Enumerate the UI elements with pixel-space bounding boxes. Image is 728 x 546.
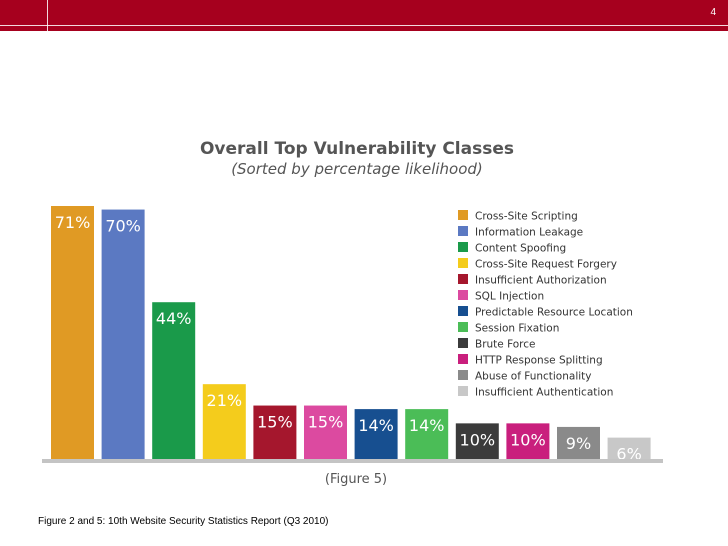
legend-label-insufficient-authorization: Insufficient Authorization	[475, 275, 607, 287]
legend-label-sql-injection: SQL Injection	[475, 291, 544, 303]
bar-label-brute-force: 10%	[460, 430, 496, 449]
bar-label-insufficient-authentication: 6%	[616, 445, 641, 464]
bar-brute-force	[455, 423, 499, 459]
legend-label-abuse-of-functionality: Abuse of Functionality	[475, 371, 592, 383]
legend-label-insufficient-authentication: Insufficient Authentication	[475, 387, 613, 399]
slide-caption: Figure 2 and 5: 10th Website Security St…	[38, 516, 329, 527]
legend-label-cross-site-request-forgery: Cross-Site Request Forgery	[475, 259, 617, 271]
legend-swatch-information-leakage	[458, 226, 468, 236]
bar-sql-injection	[304, 405, 347, 459]
legend-label-predictable-resource-location: Predictable Resource Location	[475, 307, 633, 319]
bar-label-sql-injection: 15%	[308, 413, 344, 432]
legend-swatch-cross-site-request-forgery	[458, 258, 468, 268]
bar-http-response-splitting	[506, 423, 550, 459]
legend-label-information-leakage: Information Leakage	[475, 227, 583, 239]
bar-label-session-fixation: 14%	[409, 416, 445, 435]
legend-swatch-http-response-splitting	[458, 354, 468, 364]
legend-swatch-content-spoofing	[458, 242, 468, 252]
bars-group: 71% 70% 44% 21% 15% 15% 14% 14% 10% 10% 9% 6%	[51, 206, 651, 464]
bar-label-insufficient-authorization: 15%	[257, 413, 293, 432]
legend-swatch-insufficient-authorization	[458, 274, 468, 284]
legend-label-session-fixation: Session Fixation	[475, 323, 559, 335]
bar-label-abuse-of-functionality: 9%	[566, 434, 591, 453]
chart-title: Overall Top Vulnerability Classes	[200, 139, 514, 159]
legend-swatch-predictable-resource-location	[458, 306, 468, 316]
bar-insufficient-authorization	[253, 405, 297, 459]
figure-label: (Figure 5)	[325, 472, 387, 487]
bar-label-http-response-splitting: 10%	[510, 430, 546, 449]
bar-label-content-spoofing: 44%	[156, 309, 192, 328]
bar-content-spoofing	[152, 302, 196, 459]
legend-label-cross-site-scripting: Cross-Site Scripting	[475, 211, 578, 223]
chart-legend: Cross-Site Scripting Information Leakage C…	[458, 210, 633, 399]
legend-swatch-session-fixation	[458, 322, 468, 332]
legend-swatch-insufficient-authentication	[458, 386, 468, 396]
bar-session-fixation	[405, 409, 449, 459]
legend-label-http-response-splitting: HTTP Response Splitting	[475, 355, 603, 367]
bar-label-cross-site-scripting: 71%	[55, 213, 91, 232]
legend-label-content-spoofing: Content Spoofing	[475, 243, 566, 255]
bar-cross-site-request-forgery	[202, 384, 246, 459]
x-axis-baseline	[42, 459, 663, 463]
slide-header-bar: 4	[0, 0, 728, 31]
bar-insufficient-authentication	[607, 437, 651, 459]
bar-cross-site-scripting	[51, 206, 94, 459]
chart-subtitle: (Sorted by percentage likelihood)	[231, 160, 483, 178]
bar-information-leakage	[101, 209, 145, 459]
bar-label-information-leakage: 70%	[105, 217, 141, 236]
slide-number: 4	[710, 7, 716, 18]
bar-abuse-of-functionality	[557, 426, 600, 459]
legend-label-brute-force: Brute Force	[475, 339, 536, 351]
bar-predictable-resource-location	[354, 409, 398, 459]
header-vertical-line	[47, 0, 48, 31]
bar-label-predictable-resource-location: 14%	[358, 416, 394, 435]
legend-swatch-brute-force	[458, 338, 468, 348]
legend-swatch-abuse-of-functionality	[458, 370, 468, 380]
header-divider-line	[0, 25, 728, 26]
legend-swatch-cross-site-scripting	[458, 210, 468, 220]
legend-swatch-sql-injection	[458, 290, 468, 300]
bar-label-cross-site-request-forgery: 21%	[207, 391, 243, 410]
